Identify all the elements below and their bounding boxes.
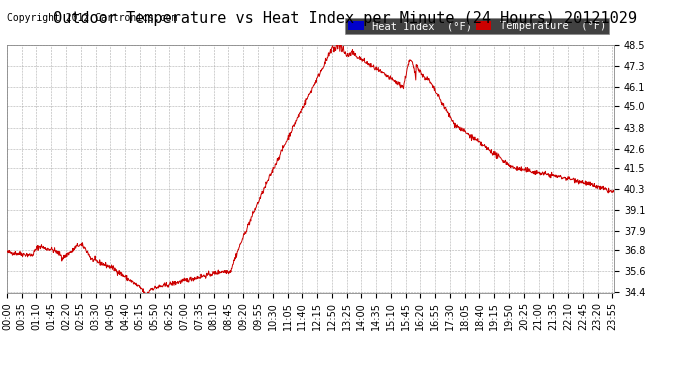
Text: Copyright 2012 Cartronics.com: Copyright 2012 Cartronics.com (7, 13, 177, 23)
Text: Outdoor Temperature vs Heat Index per Minute (24 Hours) 20121029: Outdoor Temperature vs Heat Index per Mi… (53, 11, 637, 26)
Legend: Heat Index  (°F), Temperature  (°F): Heat Index (°F), Temperature (°F) (346, 18, 609, 34)
